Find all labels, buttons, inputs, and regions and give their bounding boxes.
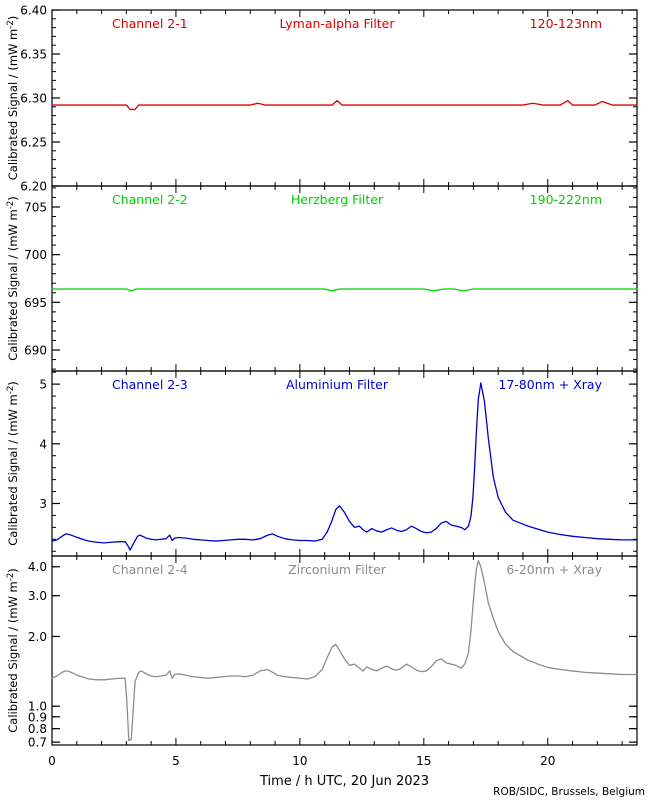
panel-3-yticklabel: 4 [39,437,47,451]
panel-4-frame [51,555,638,746]
panel-4-yticklabel: 0.7 [28,736,47,750]
panel-3-band-label: 17-80nm + Xray [498,377,602,392]
panel-3-filter-label: Aluminium Filter [286,377,389,392]
panel-4-band-label: 6-20nm + Xray [506,562,602,577]
panel-2-ylabel: Calibrated Signal / (mW m-2) [6,196,20,361]
panel-1-channel-label: Channel 2-1 [112,16,188,31]
panel-4-yticklabel: 0.9 [28,710,47,724]
panel-2-band-label: 190-222nm [530,192,602,207]
panel-1-frame [51,9,638,187]
panel-2-channel-label: Channel 2-2 [112,192,188,207]
panel-2-filter-label: Herzberg Filter [291,192,384,207]
panel-1-data-curve [51,99,638,111]
panel-2-frame [51,185,638,372]
panel-1-yticklabel: 6.25 [20,136,47,150]
figure-credit: ROB/SIDC, Brussels, Belgium [493,786,645,798]
panel-1-ylabel: Calibrated Signal / (mW m-2) [6,16,20,181]
panel-2-yticklabel: 690 [24,344,47,358]
panel-3-yticklabel: 5 [39,378,47,392]
panel-3-channel-label: Channel 2-3 [112,377,188,392]
panel-4-yticklabel: 3.0 [28,589,47,603]
panel-4-data-curve [51,559,638,742]
x-axis-title: Time / h UTC, 20 Jun 2023 [259,774,429,789]
x-tick-label: 10 [292,754,307,768]
panel-4-filter-label: Zirconium Filter [288,562,387,577]
x-tick-label: 5 [172,754,180,768]
panel-1-yticklabel: 6.35 [20,48,47,62]
panel-3-data-curve [51,382,638,551]
panel-4-ylabel: Calibrated Signal / (mW m-2) [6,568,20,733]
panel-3-yticklabel: 3 [39,497,47,511]
panel-4-yticklabel: 2.0 [28,630,47,644]
panel-4-yticklabel: 4.0 [28,560,47,574]
x-tick-label: 15 [416,754,431,768]
panel-1-yticklabel: 6.40 [20,4,47,18]
x-tick-label: 20 [540,754,555,768]
panel-1-filter-label: Lyman-alpha Filter [279,16,395,31]
panel-1-yticklabel: 6.30 [20,92,47,106]
panel-1-band-label: 120-123nm [530,16,602,31]
x-tick-label: 0 [48,754,56,768]
panel-3-frame [51,370,638,557]
panel-4-channel-label: Channel 2-4 [112,562,188,577]
panel-2-yticklabel: 695 [24,296,47,310]
panel-2-yticklabel: 705 [24,200,47,214]
panel-3-ylabel: Calibrated Signal / (mW m-2) [6,381,20,546]
panel-2-data-curve [51,288,638,292]
panel-4-yticklabel: 0.8 [28,722,47,736]
panel-4-yticklabel: 1.0 [28,700,47,714]
panel-2-yticklabel: 700 [24,248,47,262]
panel-1-yticklabel: 6.20 [20,180,47,194]
